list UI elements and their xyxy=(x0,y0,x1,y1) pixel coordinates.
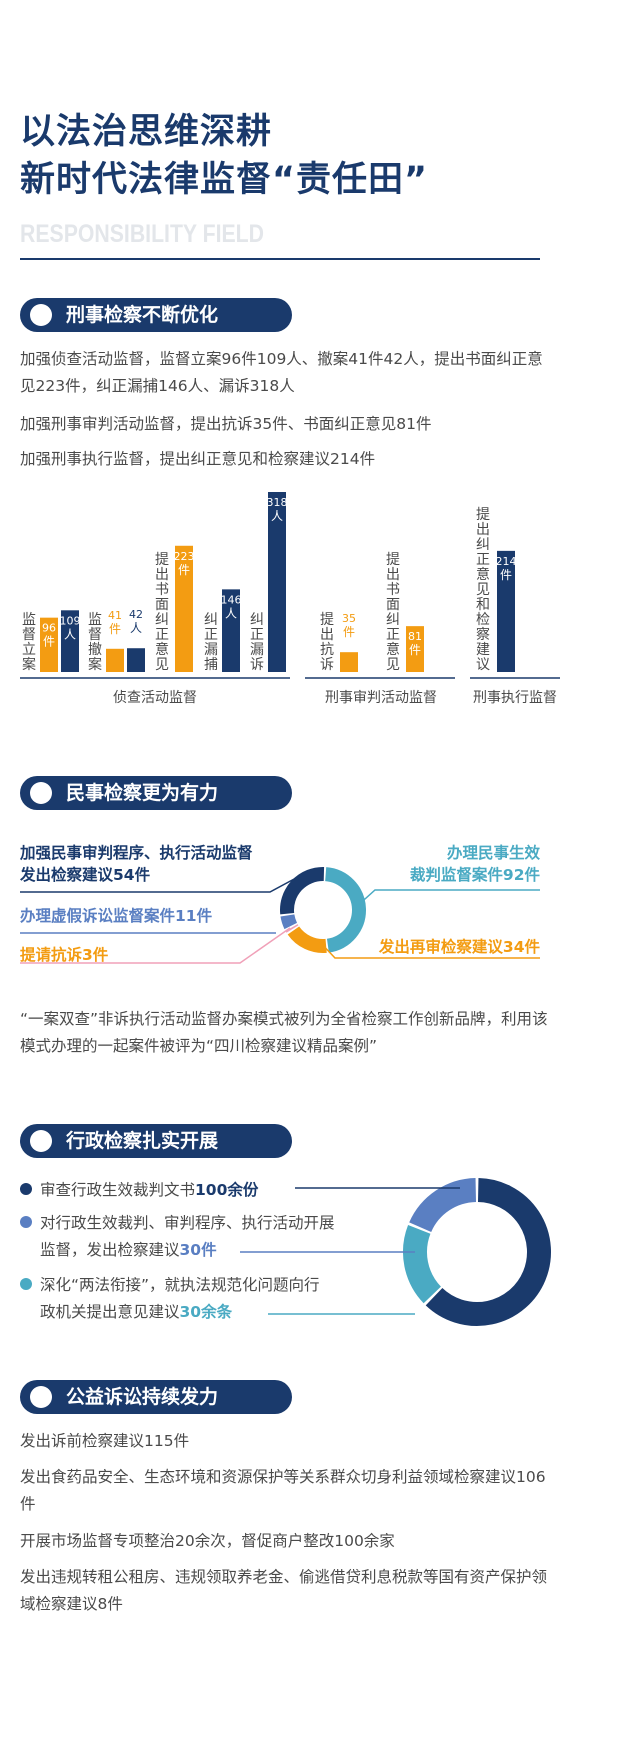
bar-value-label: 35 xyxy=(342,612,356,625)
donut-segment xyxy=(280,914,298,930)
leader-line xyxy=(20,877,297,893)
public-line-2: 发出食药品安全、生态环境和资源保护等关系群众切身利益领域检察建议106件 xyxy=(20,1468,546,1513)
bar xyxy=(61,610,79,672)
civil-label-54-line2: 发出检察建议54件 xyxy=(20,866,151,884)
page-title-line1: 以法治思维深耕 xyxy=(20,112,273,152)
group-label: 侦查活动监督 xyxy=(113,690,197,706)
bullet-dot-icon xyxy=(30,304,52,326)
donut-segment xyxy=(280,867,325,915)
donut-segment xyxy=(425,1178,551,1326)
civil-label-54-line1: 加强民事审判程序、执行活动监督 xyxy=(20,844,253,862)
bar-value-unit: 件 xyxy=(178,563,190,577)
bullet-dot-icon xyxy=(30,1130,52,1152)
section-heading-admin: 行政检察扎实开展 xyxy=(20,1124,292,1158)
category-label: 纠正漏捕 xyxy=(204,612,218,673)
criminal-bar-chart: 96件109人41件42人223件146人318人监督立案监督撤案提出书面纠正意… xyxy=(20,492,560,706)
admin-donut-diagram xyxy=(240,1178,551,1326)
category-label: 提出书面纠正意见 xyxy=(155,552,169,673)
section-heading-civil: 民事检察更为有力 xyxy=(20,776,292,810)
bar-value-label: 146 xyxy=(221,593,242,606)
category-label: 提出抗诉 xyxy=(320,612,334,673)
leader-line xyxy=(317,939,540,959)
bar-value-label: 109 xyxy=(60,614,81,627)
bar xyxy=(175,545,193,672)
page-subtitle: RESPONSIBILITY FIELD xyxy=(20,220,265,248)
group-label: 刑事执行监督 xyxy=(473,690,557,706)
criminal-line-3: 加强刑事执行监督，提出纠正意见和检察建议214件 xyxy=(20,450,376,468)
donut-segment xyxy=(409,1178,477,1233)
header-divider xyxy=(20,258,540,260)
bullet-icon xyxy=(20,1216,32,1228)
bar-value-unit: 人 xyxy=(271,509,283,523)
leader-line xyxy=(354,889,540,909)
civil-label-34: 发出再审检察建议34件 xyxy=(378,938,540,956)
bar-value-label: 42 xyxy=(129,608,143,621)
civil-label-92-line2: 裁判监督案件92件 xyxy=(409,866,540,884)
group-label: 刑事审判活动监督 xyxy=(325,690,437,706)
bar-value-unit: 件 xyxy=(500,568,512,582)
bar-value-unit: 人 xyxy=(130,621,142,635)
admin-item-3: 深化“两法衔接”，就执法规范化问题向行 政机关提出意见建议30余条 xyxy=(20,1272,320,1326)
bar xyxy=(127,648,145,672)
public-line-4: 发出违规转租公租房、违规领取养老金、偷逃借贷利息税款等国有资产保护领域检察建议8… xyxy=(20,1568,548,1613)
civil-donut-diagram xyxy=(20,867,540,964)
bar-value-unit: 人 xyxy=(64,627,76,641)
bar xyxy=(40,617,58,672)
civil-label-92-line1: 办理民事生效 xyxy=(446,844,540,862)
bar-value-unit: 件 xyxy=(109,622,121,636)
donut-segment xyxy=(403,1225,442,1304)
bullet-dot-icon xyxy=(30,782,52,804)
bar-value-label: 223 xyxy=(174,550,195,563)
bar xyxy=(222,589,240,672)
bar-value-unit: 人 xyxy=(225,606,237,620)
bar-value-label: 41 xyxy=(108,609,122,622)
section-heading-criminal: 刑事检察不断优化 xyxy=(20,298,292,332)
public-line-3: 开展市场监督专项整治20余次，督促商户整改100余家 xyxy=(20,1532,395,1550)
bar xyxy=(268,492,286,672)
bar-value-label: 81 xyxy=(408,630,422,643)
category-label: 纠正漏诉 xyxy=(250,612,264,673)
bar-value-label: 96 xyxy=(42,622,56,635)
civil-label-3: 提请抗诉3件 xyxy=(20,946,109,964)
donut-segment xyxy=(324,867,366,953)
category-label: 监督撤案 xyxy=(88,612,102,673)
bullet-icon xyxy=(20,1278,32,1290)
admin-item-1: 审查行政生效裁判文书100余份 xyxy=(20,1178,258,1202)
civil-paragraph: “一案双查”非诉执行活动监督办案模式被列为全省检察工作创新品牌，利用该模式办理的… xyxy=(20,1010,548,1055)
donut-segment xyxy=(285,924,299,933)
bullet-dot-icon xyxy=(30,1386,52,1408)
criminal-line-1: 加强侦查活动监督，监督立案96件109人、撤案41件42人，提出书面纠正意见22… xyxy=(20,350,543,395)
leader-line xyxy=(20,927,291,964)
public-line-1: 发出诉前检察建议115件 xyxy=(20,1432,190,1450)
criminal-line-2: 加强刑事审判活动监督，提出抗诉35件、书面纠正意见81件 xyxy=(20,415,432,433)
page-title-line2: 新时代法律监督“责任田” xyxy=(20,160,429,200)
civil-label-11: 办理虚假诉讼监督案件11件 xyxy=(20,907,213,925)
bullet-icon xyxy=(20,1183,32,1195)
bar-value-unit: 件 xyxy=(409,643,421,657)
bar-value-label: 318 xyxy=(267,496,288,509)
bar-value-label: 214 xyxy=(496,555,517,568)
bar xyxy=(406,626,424,672)
section-heading-public: 公益诉讼持续发力 xyxy=(20,1380,292,1414)
category-label: 监督立案 xyxy=(22,612,36,673)
bar xyxy=(340,652,358,672)
bar-value-unit: 件 xyxy=(43,635,55,649)
category-label: 提出书面纠正意见 xyxy=(386,552,400,673)
bar xyxy=(497,550,515,672)
bar-value-unit: 件 xyxy=(343,625,355,639)
category-label: 提出纠正意见和检察建议 xyxy=(476,507,490,673)
admin-item-2: 对行政生效裁判、审判程序、执行活动开展 监督，发出检察建议30件 xyxy=(20,1210,335,1264)
bar xyxy=(106,648,124,672)
